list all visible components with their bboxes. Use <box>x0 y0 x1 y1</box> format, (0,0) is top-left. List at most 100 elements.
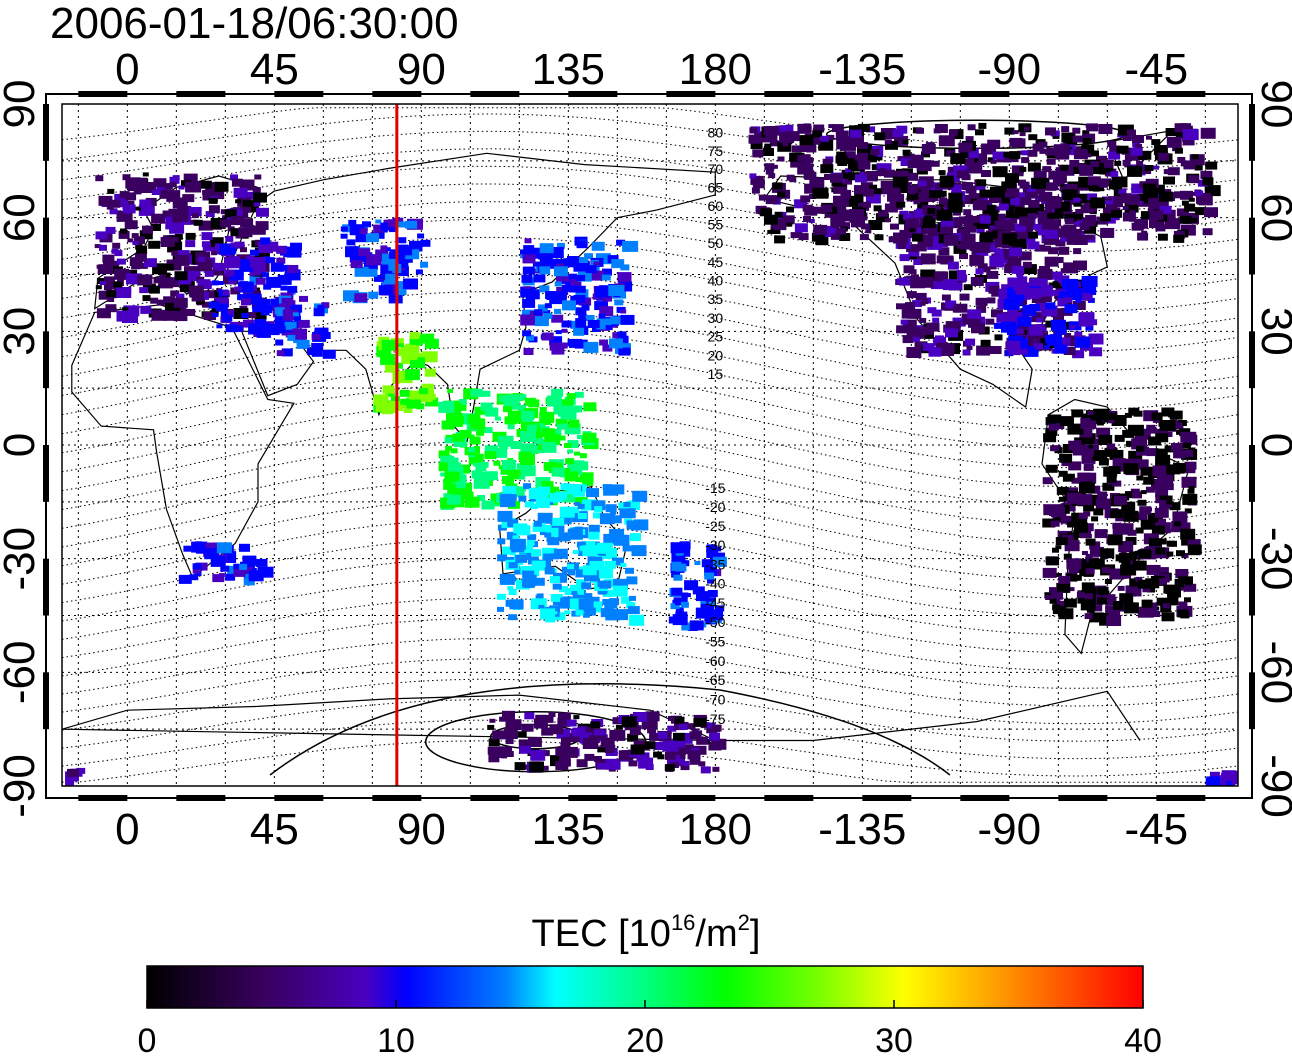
tec-cell <box>520 566 533 574</box>
tec-cell <box>350 260 363 269</box>
magnetic-latitude-line <box>62 272 1238 352</box>
tec-cell <box>1078 176 1094 188</box>
tec-cell <box>1055 545 1062 550</box>
tec-cell <box>693 717 707 727</box>
magnetic-latitude-line <box>62 498 1238 581</box>
tec-cell <box>996 313 1010 323</box>
tec-cell <box>385 273 397 282</box>
tec-cell <box>520 465 536 477</box>
tec-cell <box>499 716 507 722</box>
longitude-tick-label: -45 <box>1125 805 1189 854</box>
tec-cell <box>1043 504 1060 516</box>
tec-cell <box>572 727 586 737</box>
tec-cell <box>1019 132 1026 137</box>
frame-tick-bar <box>78 795 128 801</box>
tec-cell <box>473 477 490 489</box>
tec-cell <box>1067 423 1084 435</box>
tec-cell <box>1042 284 1051 291</box>
tec-cell <box>874 234 884 241</box>
magnetic-latitude-line <box>62 309 1238 392</box>
tec-cell <box>172 197 188 209</box>
tec-cell <box>1090 197 1105 209</box>
tec-cell <box>252 200 261 207</box>
tec-cell <box>152 263 168 275</box>
tec-cell <box>1063 297 1073 304</box>
tec-cell <box>231 216 244 226</box>
tec-cell <box>509 538 526 550</box>
tec-cell <box>1014 207 1028 217</box>
tec-cell <box>375 219 382 224</box>
left-latitude-labels: 9060300-30-60-90 <box>0 80 44 818</box>
tec-cell <box>233 308 249 319</box>
frame-tick-bar <box>43 331 49 389</box>
tec-cell <box>584 253 594 260</box>
tec-cell <box>159 274 166 279</box>
tec-cell <box>1047 212 1057 219</box>
tec-cell <box>548 712 556 717</box>
tec-cell <box>532 434 543 442</box>
tec-cell <box>474 406 486 415</box>
tec-cell <box>767 229 774 234</box>
magnetic-latitude-label: -60 <box>705 653 725 669</box>
tec-cell <box>1209 771 1220 779</box>
tec-cell <box>878 170 886 177</box>
tec-cell <box>913 199 921 205</box>
tec-cell <box>560 483 571 491</box>
tec-cell <box>349 256 359 263</box>
tec-cell <box>689 756 701 765</box>
tec-cell <box>1001 215 1011 222</box>
tec-cell <box>613 609 629 621</box>
tec-cell <box>566 719 577 727</box>
tec-cell <box>178 574 192 584</box>
tec-cell <box>459 429 472 438</box>
tec-cell <box>1066 573 1078 582</box>
tec-cell <box>156 183 172 195</box>
tec-cell <box>497 510 513 522</box>
tec-cell <box>797 163 814 175</box>
tec-cell <box>1048 423 1059 431</box>
tec-cell <box>139 199 152 208</box>
tec-cell <box>616 239 626 246</box>
latitude-tick-label: -90 <box>0 754 44 818</box>
tec-cell <box>1017 276 1028 284</box>
tec-cell <box>575 569 587 578</box>
tec-cell <box>1114 160 1122 166</box>
magnetic-latitude-label: -75 <box>705 711 725 727</box>
tec-cell <box>202 190 217 201</box>
tec-cell <box>708 601 716 607</box>
tec-cell <box>540 608 556 620</box>
tec-cell <box>500 468 510 475</box>
tec-cell <box>1107 140 1117 147</box>
magnetic-latitude-line <box>62 638 1238 707</box>
tec-cell <box>529 761 544 773</box>
tec-cell <box>116 287 132 298</box>
tec-cell <box>287 334 296 341</box>
tec-cell <box>621 596 632 604</box>
tec-cell <box>571 507 580 514</box>
tec-cell <box>1102 207 1117 218</box>
frame-tick-bar <box>764 795 814 801</box>
tec-cell <box>405 220 418 229</box>
tec-cell <box>1022 261 1032 268</box>
tec-cell <box>869 184 878 191</box>
tec-cell <box>296 339 310 349</box>
tec-cell <box>355 234 368 243</box>
tec-cell <box>1063 598 1077 608</box>
tec-cell <box>621 716 637 728</box>
colorbar-tick-label: 0 <box>138 1022 157 1057</box>
tec-cell <box>959 293 970 301</box>
tec-cell <box>106 204 114 210</box>
tec-cell <box>1084 225 1097 234</box>
tec-cell <box>680 601 689 608</box>
tec-cell <box>842 172 851 179</box>
tec-cell <box>575 285 586 293</box>
tec-cell <box>862 188 874 197</box>
tec-cell <box>1050 445 1060 452</box>
tec-cell <box>1120 550 1127 555</box>
tec-cell <box>1101 567 1110 574</box>
tec-cell <box>948 192 963 203</box>
tec-cell <box>445 445 453 451</box>
tec-cell <box>228 269 244 281</box>
tec-cell <box>906 244 919 253</box>
tec-cell <box>558 435 566 441</box>
